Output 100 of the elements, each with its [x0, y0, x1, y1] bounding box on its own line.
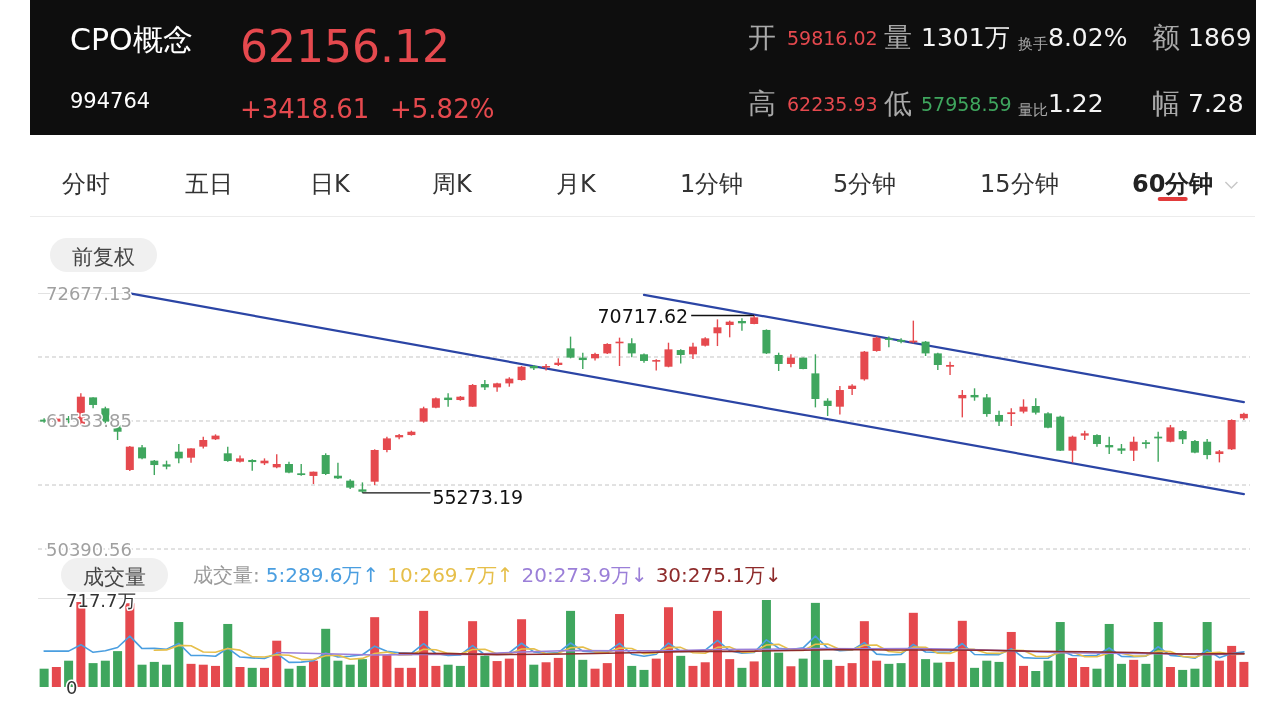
bar [174, 622, 184, 687]
bar [259, 667, 269, 687]
bar [431, 665, 441, 687]
text: 1.22 [1048, 89, 1104, 118]
text: 日K [310, 170, 351, 198]
bar [761, 600, 771, 687]
text: 月K [556, 170, 597, 198]
candlestick [982, 393, 991, 418]
legend-title: 成交量: [193, 563, 260, 587]
bar [737, 667, 747, 687]
text: 1869 [1188, 23, 1252, 52]
bar [945, 661, 955, 687]
candlestick [174, 443, 183, 465]
bar [149, 661, 159, 687]
text: +5.82% [390, 94, 495, 124]
bar [1202, 622, 1212, 687]
candlestick [1068, 434, 1077, 464]
text: 62156.12 [240, 21, 450, 72]
text: 1分钟 [680, 170, 744, 198]
bar [1092, 668, 1102, 687]
bar [1067, 657, 1077, 687]
bar [321, 628, 331, 687]
text: 低 [884, 87, 912, 120]
bar [137, 664, 147, 687]
bar [663, 607, 673, 687]
bar [443, 664, 453, 687]
candlestick [1129, 435, 1138, 462]
y-tick-label: 717.7万 [66, 589, 136, 611]
bar [186, 663, 196, 687]
bar [455, 665, 465, 687]
candlestick [125, 445, 134, 472]
bar [676, 655, 686, 687]
bar [1129, 659, 1139, 687]
bar [749, 661, 759, 687]
bar [100, 660, 110, 687]
candlestick [321, 452, 330, 476]
bar [688, 665, 698, 687]
bar [835, 665, 845, 687]
text: 5分钟 [833, 170, 897, 198]
text: 8.02% [1048, 23, 1128, 52]
candlestick [835, 385, 844, 416]
bar [370, 617, 380, 687]
bar [419, 610, 429, 687]
bar [235, 667, 245, 687]
line-series [153, 643, 1245, 661]
bar [590, 668, 600, 687]
candlestick [664, 342, 673, 368]
candlestick [1141, 439, 1150, 450]
text: 幅 [1152, 87, 1180, 120]
bar [823, 659, 833, 687]
bar [994, 661, 1004, 687]
text: 周K [432, 170, 473, 198]
bar [908, 612, 918, 687]
bar [308, 660, 318, 687]
bar [774, 652, 784, 687]
text: 量 [884, 21, 912, 54]
bar [1104, 623, 1114, 687]
text: 57958.59 [921, 93, 1012, 115]
candlestick [884, 335, 893, 348]
bar [517, 619, 527, 687]
bar [1031, 671, 1041, 687]
bar [566, 610, 576, 687]
candlestick [713, 318, 722, 347]
text: 五日 [185, 170, 233, 198]
y-tick-label: 72677.13 [46, 282, 132, 304]
bar [198, 664, 208, 687]
text: 高 [748, 87, 776, 120]
text: 15分钟 [980, 170, 1059, 198]
candlestick [542, 363, 551, 372]
chart-title: CPO概念 [70, 22, 193, 57]
bar [272, 640, 282, 687]
bar [700, 662, 710, 687]
bar [1190, 668, 1200, 687]
bar [786, 666, 796, 687]
bar [345, 664, 355, 687]
y-tick-label: 50390.56 [46, 538, 132, 560]
bar [957, 620, 967, 687]
bar [1043, 660, 1053, 687]
chart-subtitle: 994764 [70, 89, 151, 113]
bar [504, 658, 514, 687]
bar [1239, 661, 1249, 687]
bar [1214, 660, 1224, 687]
bar [162, 664, 172, 687]
bar [798, 658, 808, 687]
text: 前复权 [72, 245, 135, 269]
text: 1301万 [921, 23, 1010, 52]
bar [970, 667, 980, 687]
bar [933, 662, 943, 687]
bar [615, 614, 625, 687]
bar [921, 659, 931, 687]
text: 量比 [1018, 101, 1048, 119]
bar [982, 660, 992, 687]
bar [406, 667, 416, 687]
bar [211, 665, 221, 687]
text: 5:289.6万↑ [265, 563, 380, 587]
bar [578, 659, 588, 687]
text: 30:275.1万↓ [655, 563, 782, 587]
bar [1080, 667, 1090, 687]
annotation: 55273.19 [432, 485, 524, 508]
text: 60分钟 [1132, 170, 1214, 198]
